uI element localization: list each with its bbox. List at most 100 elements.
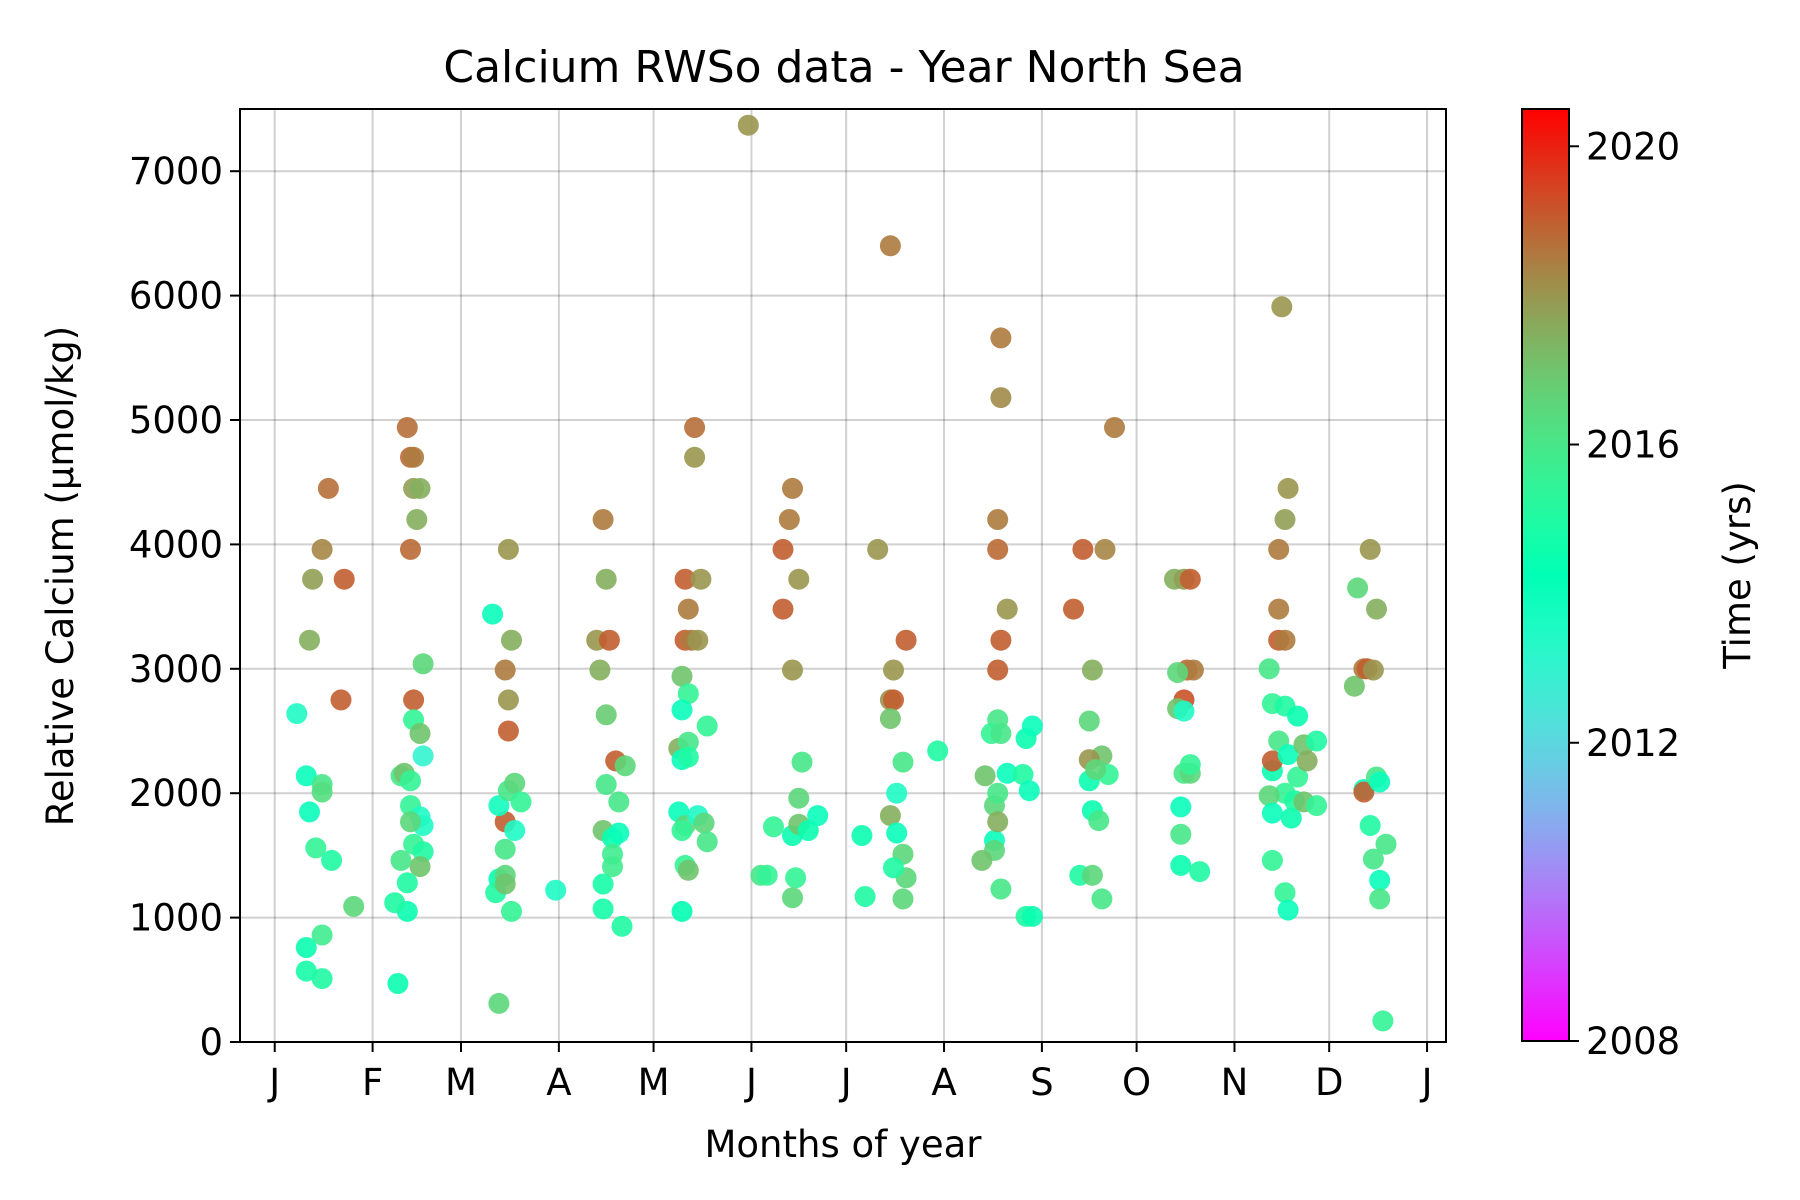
data-point — [403, 446, 425, 468]
data-point — [592, 898, 614, 920]
data-point — [892, 888, 914, 910]
data-point — [545, 879, 567, 901]
data-point — [696, 715, 718, 737]
data-point — [671, 820, 693, 841]
data-point — [330, 689, 352, 711]
data-point — [1277, 899, 1299, 921]
data-point — [677, 746, 699, 768]
data-point — [677, 683, 699, 705]
x-tick-label: N — [1221, 1061, 1249, 1104]
data-point — [1372, 1010, 1394, 1032]
data-point — [602, 856, 623, 878]
data-point — [1021, 905, 1043, 927]
data-point — [895, 629, 917, 651]
data-point — [497, 720, 519, 742]
data-point — [772, 538, 794, 560]
data-point — [1081, 864, 1103, 886]
data-point — [778, 509, 800, 530]
data-point — [1179, 754, 1201, 776]
data-point — [1078, 710, 1100, 732]
data-point — [333, 568, 355, 590]
data-point — [788, 787, 810, 809]
data-point — [1182, 659, 1204, 681]
x-tick-label: A — [931, 1061, 956, 1104]
data-point — [797, 820, 819, 841]
data-point — [1189, 861, 1211, 883]
data-point — [406, 509, 428, 530]
data-point — [1091, 888, 1113, 910]
y-tick-label: 4000 — [129, 523, 223, 566]
y-tick-label: 6000 — [129, 275, 223, 318]
x-tick-label: F — [362, 1061, 383, 1104]
data-point — [756, 864, 778, 886]
data-point — [488, 992, 510, 1014]
data-point — [671, 699, 693, 721]
data-point — [1296, 750, 1318, 772]
y-tick-label: 1000 — [129, 897, 223, 940]
data-point — [384, 892, 406, 914]
data-point — [1072, 538, 1094, 560]
data-point — [1359, 815, 1381, 836]
data-point — [400, 770, 421, 792]
data-point — [1094, 538, 1116, 560]
y-tick-label: 5000 — [129, 399, 223, 442]
data-point — [595, 704, 617, 726]
data-point — [1104, 417, 1125, 438]
data-point — [409, 723, 431, 744]
x-tick-label: M — [445, 1061, 477, 1104]
data-point — [305, 837, 327, 859]
data-point — [690, 568, 712, 590]
colorbar-label: Time (yrs) — [1716, 481, 1759, 670]
data-point — [782, 887, 803, 909]
data-point — [1170, 823, 1192, 845]
chart-title: Calcium RWSo data - Year North Sea — [443, 42, 1244, 93]
data-point — [598, 629, 620, 651]
data-point — [592, 509, 614, 530]
colorbar-tick-label: 2012 — [1586, 722, 1680, 765]
data-point — [311, 538, 333, 560]
data-point — [1258, 658, 1280, 680]
data-point — [687, 629, 709, 651]
data-point — [1063, 598, 1084, 620]
data-point — [1268, 598, 1290, 620]
data-point — [488, 795, 510, 817]
data-point — [927, 740, 949, 762]
data-point — [987, 659, 1009, 681]
data-point — [1167, 662, 1189, 683]
data-point — [854, 886, 876, 907]
data-point — [867, 538, 889, 560]
data-point — [990, 327, 1012, 349]
x-tick-label: J — [839, 1061, 852, 1104]
data-point — [400, 811, 421, 833]
data-point — [400, 538, 421, 560]
data-point — [299, 629, 320, 651]
grid-lines — [240, 109, 1446, 1043]
data-point — [608, 791, 630, 813]
data-point — [299, 801, 320, 823]
y-tick-label: 3000 — [129, 648, 223, 691]
data-point — [396, 872, 418, 894]
data-point — [987, 509, 1009, 530]
data-point — [295, 765, 317, 787]
data-point — [1362, 659, 1384, 681]
colorbar-tick-label: 2008 — [1586, 1020, 1680, 1063]
data-point — [311, 924, 333, 946]
data-point — [1170, 854, 1192, 876]
data-point — [1369, 888, 1391, 910]
data-point — [311, 968, 333, 990]
data-point — [321, 849, 343, 871]
data-point — [510, 791, 532, 813]
data-point — [1258, 785, 1280, 807]
data-point — [1347, 577, 1369, 599]
data-point — [1306, 795, 1328, 817]
data-point — [589, 659, 611, 681]
x-tick-label: M — [638, 1061, 670, 1104]
data-point — [696, 831, 718, 853]
data-point — [1081, 659, 1103, 681]
data-point — [595, 568, 617, 590]
data-point — [286, 703, 308, 725]
data-point — [1280, 807, 1302, 829]
data-point — [412, 745, 434, 767]
